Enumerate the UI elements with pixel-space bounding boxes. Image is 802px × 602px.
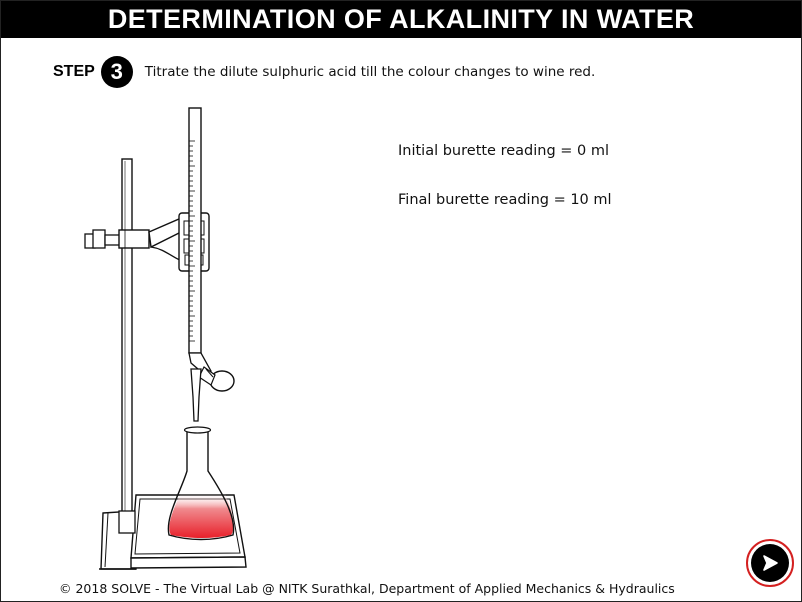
next-button[interactable] bbox=[746, 539, 794, 587]
conical-flask bbox=[167, 426, 235, 541]
page-title: DETERMINATION OF ALKALINITY IN WATER bbox=[1, 1, 801, 38]
play-next-icon bbox=[763, 555, 778, 571]
copyright-footer: © 2018 SOLVE - The Virtual Lab @ NITK Su… bbox=[59, 581, 675, 596]
initial-burette-reading: Initial burette reading = 0 ml bbox=[398, 143, 610, 159]
stand-rod bbox=[118, 158, 136, 534]
step-instruction: STEP 3 Titrate the dilute sulphuric acid… bbox=[53, 56, 596, 88]
final-burette-reading: Final burette reading = 10 ml bbox=[398, 192, 612, 208]
next-button-face[interactable] bbox=[751, 544, 789, 582]
step-instruction-text: Titrate the dilute sulphuric acid till t… bbox=[144, 64, 596, 80]
burette bbox=[188, 107, 235, 422]
step-number-badge: 3 bbox=[100, 56, 133, 88]
step-label: STEP bbox=[53, 63, 95, 80]
